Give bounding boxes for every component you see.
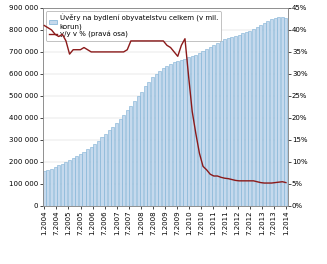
Bar bbox=[252, 29, 255, 206]
Bar bbox=[144, 87, 147, 206]
Bar bbox=[50, 168, 53, 206]
Bar bbox=[137, 96, 140, 206]
Bar bbox=[108, 130, 111, 206]
Bar bbox=[230, 37, 233, 206]
Bar bbox=[270, 19, 273, 206]
Bar bbox=[237, 35, 241, 206]
Bar bbox=[118, 119, 122, 206]
Legend: Úvěry na bydlení obyvatelstvu celkem (v mil.
korun), y/y v % (pravá osa): Úvěry na bydlení obyvatelstvu celkem (v … bbox=[46, 11, 221, 41]
Bar bbox=[245, 32, 248, 206]
Bar bbox=[126, 110, 129, 206]
Bar bbox=[133, 101, 136, 206]
Bar bbox=[205, 49, 208, 206]
Bar bbox=[219, 41, 223, 206]
Bar bbox=[46, 170, 49, 206]
Bar bbox=[256, 27, 259, 206]
Bar bbox=[54, 167, 57, 206]
Bar bbox=[86, 149, 89, 206]
Bar bbox=[201, 51, 204, 206]
Bar bbox=[90, 147, 93, 206]
Bar bbox=[274, 18, 277, 206]
Bar bbox=[223, 39, 226, 206]
Bar bbox=[209, 47, 212, 206]
Bar bbox=[140, 92, 143, 206]
Bar bbox=[68, 161, 71, 206]
Bar bbox=[183, 59, 186, 206]
Bar bbox=[187, 58, 190, 206]
Bar bbox=[259, 25, 262, 206]
Bar bbox=[61, 164, 64, 206]
Bar bbox=[100, 137, 104, 206]
Bar bbox=[75, 156, 78, 206]
Bar bbox=[72, 158, 75, 206]
Bar bbox=[147, 82, 150, 206]
Bar bbox=[122, 115, 125, 206]
Bar bbox=[129, 106, 132, 206]
Bar bbox=[158, 71, 161, 206]
Bar bbox=[263, 23, 266, 206]
Bar bbox=[111, 127, 114, 206]
Bar bbox=[191, 56, 194, 206]
Bar bbox=[97, 140, 100, 206]
Bar bbox=[227, 38, 230, 206]
Bar bbox=[176, 61, 179, 206]
Bar bbox=[277, 17, 280, 206]
Bar bbox=[173, 63, 176, 206]
Bar bbox=[234, 36, 237, 206]
Bar bbox=[64, 162, 67, 206]
Bar bbox=[249, 31, 251, 206]
Bar bbox=[155, 74, 158, 206]
Bar bbox=[165, 66, 168, 206]
Bar bbox=[162, 68, 165, 206]
Bar bbox=[43, 171, 46, 206]
Bar bbox=[57, 166, 60, 206]
Bar bbox=[284, 18, 287, 206]
Bar bbox=[241, 34, 244, 206]
Bar bbox=[82, 152, 86, 206]
Bar bbox=[212, 45, 215, 206]
Bar bbox=[104, 134, 107, 206]
Bar bbox=[267, 21, 269, 206]
Bar bbox=[151, 77, 154, 206]
Bar bbox=[93, 144, 96, 206]
Bar bbox=[115, 123, 118, 206]
Bar bbox=[194, 55, 197, 206]
Bar bbox=[79, 154, 82, 206]
Bar bbox=[180, 60, 183, 206]
Bar bbox=[281, 17, 284, 206]
Bar bbox=[216, 43, 219, 206]
Bar bbox=[169, 64, 172, 206]
Bar bbox=[198, 53, 201, 206]
